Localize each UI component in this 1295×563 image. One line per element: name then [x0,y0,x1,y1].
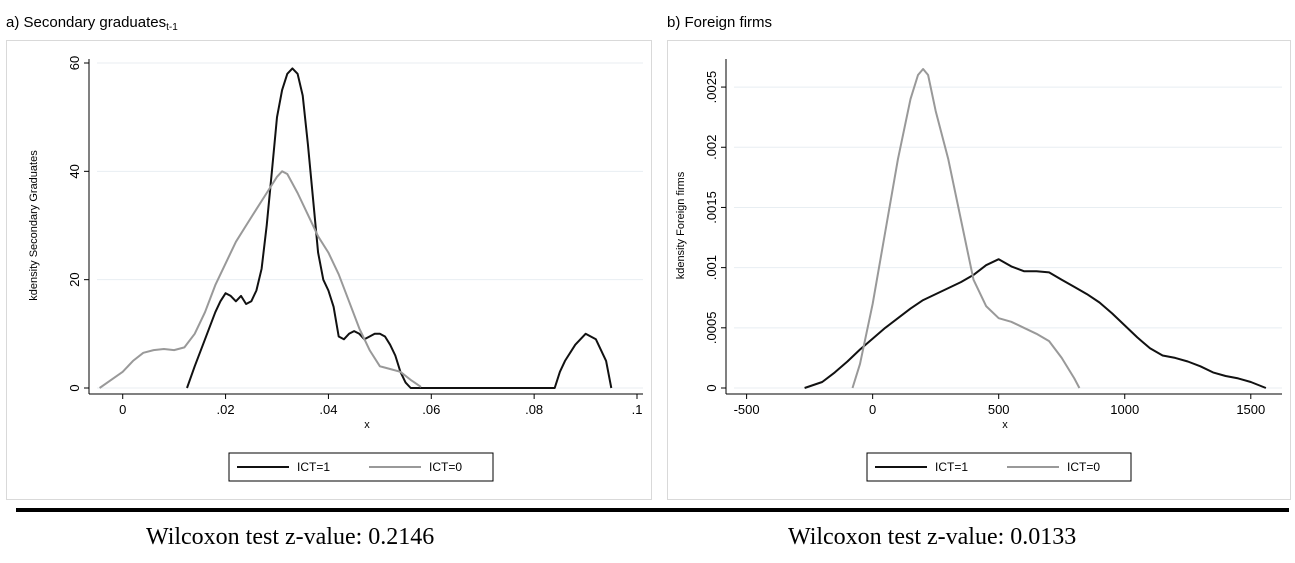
chart-a: 0 20 40 60 0 .02 .04 .06 .08 .1 x kdensity Secondar… [28,56,643,482]
chart-b-legend-label: ICT=0 [1067,460,1100,474]
chart-a-series-line-ict0 [99,170,422,389]
chart-b-x-tick-label: 0 [869,402,876,417]
panel-a-title: a) Secondary graduatest-1 [6,14,178,33]
chart-b-x-tick-label: 1000 [1110,402,1139,417]
chart-a-y-axis-title: kdensity Secondary Graduates [28,150,40,301]
chart-b-x-tick-label: 1500 [1236,402,1265,417]
chart-a-y-tick-label: 60 [67,56,82,70]
panel-a-title-subscript: t-1 [166,22,178,33]
chart-a-frame: 0 20 40 60 0 .02 .04 .06 .08 .1 x kdensity Secondar… [6,40,652,500]
chart-b-y-tick-label: .0015 [704,191,719,224]
chart-b-y-tick-label: .001 [704,255,719,280]
chart-a-x-axis-title: x [364,419,370,431]
chart-a-x-tick-label: .06 [422,402,440,417]
chart-a-legend-label: ICT=1 [297,460,330,474]
chart-b-y-tick-label: 0 [704,384,719,391]
chart-b-x-axis-title: x [1002,419,1008,431]
chart-a-x-tick-label: 0 [119,402,126,417]
chart-b-x-tick-label: -500 [734,402,760,417]
chart-b-series-line-ict1 [804,258,1267,389]
chart-a-series-line-ict1 [186,67,613,389]
chart-a-x-tick-label: .04 [319,402,337,417]
chart-b-y-tick-label: .0025 [704,71,719,104]
chart-b-x-tick-label: 500 [988,402,1010,417]
chart-a-x-tick-label: .02 [217,402,235,417]
chart-b-y-axis-title: kdensity Foreign firms [675,171,687,279]
chart-b-series-line-ict0 [851,68,1081,389]
wilcoxon-a-text: Wilcoxon test z-value: 0.2146 [146,524,435,550]
chart-b-y-tick-label: .002 [704,135,719,160]
table-rule [16,508,1289,512]
chart-b-frame: 0 .0005 .001 .0015 .002 .0025 -500 0 500 1000 1500… [667,40,1291,500]
chart-a-x-tick-label: .08 [525,402,543,417]
chart-b: 0 .0005 .001 .0015 .002 .0025 -500 0 500 1000 1500… [675,59,1282,482]
chart-a-legend-label: ICT=0 [429,460,462,474]
wilcoxon-b-text: Wilcoxon test z-value: 0.0133 [788,524,1077,550]
chart-a-x-tick-label: .1 [632,402,643,417]
chart-a-y-tick-label: 20 [67,272,82,286]
chart-a-y-tick-label: 40 [67,164,82,178]
chart-b-legend-label: ICT=1 [935,460,968,474]
panel-b-title: b) Foreign firms [667,14,773,31]
chart-b-y-tick-label: .0005 [704,312,719,345]
chart-a-y-tick-label: 0 [67,384,82,391]
